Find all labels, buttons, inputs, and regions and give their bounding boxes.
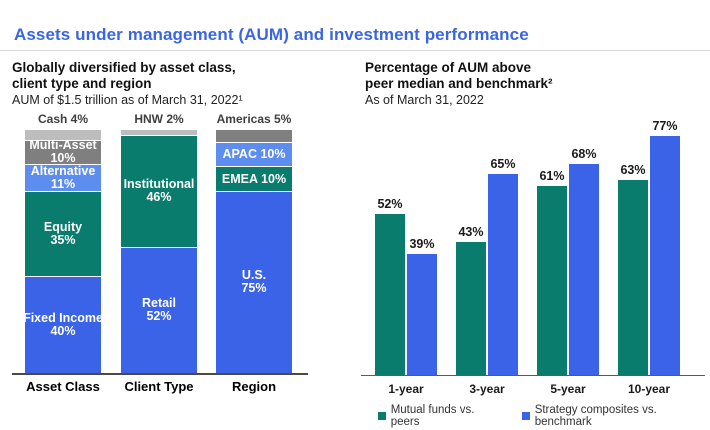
stacked-segment-u-s-: U.S. 75% bbox=[216, 190, 292, 373]
grouped-bar-teal bbox=[456, 241, 486, 375]
segment-label-line: Retail bbox=[141, 296, 177, 311]
left-chart-x-axis bbox=[12, 373, 308, 375]
stacked-bar: Institutional 46% Retail 52% bbox=[121, 130, 197, 373]
grouped-bar-teal bbox=[537, 185, 567, 375]
segment-label-line: 11% bbox=[50, 176, 76, 191]
grouped-bar-teal bbox=[375, 213, 405, 375]
legend-swatch-icon bbox=[521, 412, 530, 420]
bar-value-label: 43% bbox=[458, 224, 484, 239]
bar-value-label: 63% bbox=[620, 162, 646, 177]
segment-label-line: 46% bbox=[146, 190, 172, 205]
grouped-bar-blue bbox=[488, 173, 518, 375]
segment-label-line: Multi-Asset bbox=[29, 139, 97, 153]
x-tick-label: 10-year bbox=[627, 382, 671, 396]
segment-label-line: EMEA 10% bbox=[221, 171, 287, 186]
left-chart-heading-line2: client type and region bbox=[12, 76, 152, 91]
left-chart-heading-line1: Globally diversified by asset class, bbox=[12, 60, 236, 75]
bar-value-label: 77% bbox=[652, 119, 678, 134]
legend-label: Strategy composites vs. benchmark bbox=[534, 404, 657, 428]
x-tick-label: 3-year bbox=[469, 382, 505, 396]
stacked-segment-equity: Equity 35% bbox=[25, 190, 101, 276]
x-tick-label: 1-year bbox=[388, 382, 424, 396]
right-chart-heading-line1: Percentage of AUM above bbox=[365, 60, 532, 75]
category-label: Asset Class bbox=[26, 379, 100, 394]
segment-label-line: 35% bbox=[50, 232, 76, 247]
bar-value-label: 61% bbox=[539, 168, 565, 183]
stacked-segment-retail: Retail 52% bbox=[121, 246, 197, 373]
stacked-segment-alternative: Alternative 11% bbox=[25, 164, 101, 191]
grouped-bar-blue bbox=[569, 164, 599, 375]
stacked-segment-fixed-income: Fixed Income 40% bbox=[25, 275, 101, 373]
segment-label-line: Alternative bbox=[30, 164, 96, 178]
stacked-segment-cash bbox=[25, 130, 101, 140]
segment-label-line: 10% bbox=[50, 151, 76, 165]
x-tick-label: 5-year bbox=[550, 382, 586, 396]
stacked-segment-emea: EMEA 10% bbox=[216, 166, 292, 191]
segment-label-line: Equity bbox=[43, 219, 83, 234]
stacked-bar: APAC 10% EMEA 10% U.S. 75% bbox=[216, 130, 292, 373]
stacked-segment-americas bbox=[216, 130, 292, 143]
legend-label: Mutual funds vs. peers bbox=[390, 404, 475, 428]
stacked-bar-top-label: Cash 4% bbox=[37, 112, 89, 126]
stacked-bar: Multi-Asset 10% Alternative 11% Equity 35% Fix… bbox=[25, 130, 101, 373]
segment-label-line: 52% bbox=[146, 309, 172, 324]
legend-item-strategy-composites: Strategy composites vs. benchmark bbox=[521, 404, 710, 428]
stacked-segment-institutional: Institutional 46% bbox=[121, 134, 197, 247]
segment-label-line: 40% bbox=[50, 323, 76, 338]
bar-value-label: 52% bbox=[377, 196, 403, 211]
performance-grouped-chart: 52% 39% 1-year 43% 65% 3-year 61% 68% 5-year 63% 7… bbox=[358, 112, 710, 430]
bar-value-label: 65% bbox=[490, 156, 516, 171]
category-label: Client Type bbox=[124, 379, 194, 394]
category-label: Region bbox=[231, 379, 277, 394]
stacked-segment-hnw bbox=[121, 130, 197, 135]
aum-stacked-chart: Cash 4% Multi-Asset 10% Alternative 11% Equit… bbox=[0, 112, 345, 412]
segment-label-line: APAC 10% bbox=[222, 147, 286, 162]
stacked-segment-multi-asset: Multi-Asset 10% bbox=[25, 139, 101, 165]
stacked-bar-top-label: Americas 5% bbox=[216, 112, 292, 126]
stacked-bar-top-label: HNW 2% bbox=[134, 112, 184, 126]
segment-label-line: U.S. bbox=[241, 268, 267, 283]
stacked-segment-apac: APAC 10% bbox=[216, 142, 292, 167]
left-chart-heading: Globally diversified by asset class, cli… bbox=[12, 60, 236, 92]
bar-value-label: 68% bbox=[571, 147, 597, 162]
segment-label-line: Institutional bbox=[123, 177, 195, 192]
grouped-bar-blue bbox=[650, 136, 680, 375]
legend-item-mutual-funds: Mutual funds vs. peers bbox=[378, 404, 502, 428]
title-divider bbox=[0, 50, 710, 51]
right-chart-x-axis bbox=[361, 375, 705, 376]
page-title: Assets under management (AUM) and invest… bbox=[14, 25, 529, 44]
right-chart-heading: Percentage of AUM above peer median and … bbox=[365, 60, 553, 92]
segment-label-line: 75% bbox=[241, 281, 267, 296]
grouped-bar-blue bbox=[407, 254, 437, 375]
right-chart-heading-line2: peer median and benchmark² bbox=[365, 76, 553, 91]
grouped-bar-teal bbox=[618, 179, 648, 375]
bar-value-label: 39% bbox=[409, 237, 435, 252]
legend-swatch-icon bbox=[378, 412, 386, 420]
segment-label-line: Fixed Income bbox=[25, 310, 101, 325]
right-chart-subtitle: As of March 31, 2022 bbox=[365, 93, 484, 107]
chart-legend: Mutual funds vs. peers Strategy composite… bbox=[378, 404, 710, 428]
left-chart-subtitle: AUM of $1.5 trillion as of March 31, 202… bbox=[12, 93, 243, 107]
